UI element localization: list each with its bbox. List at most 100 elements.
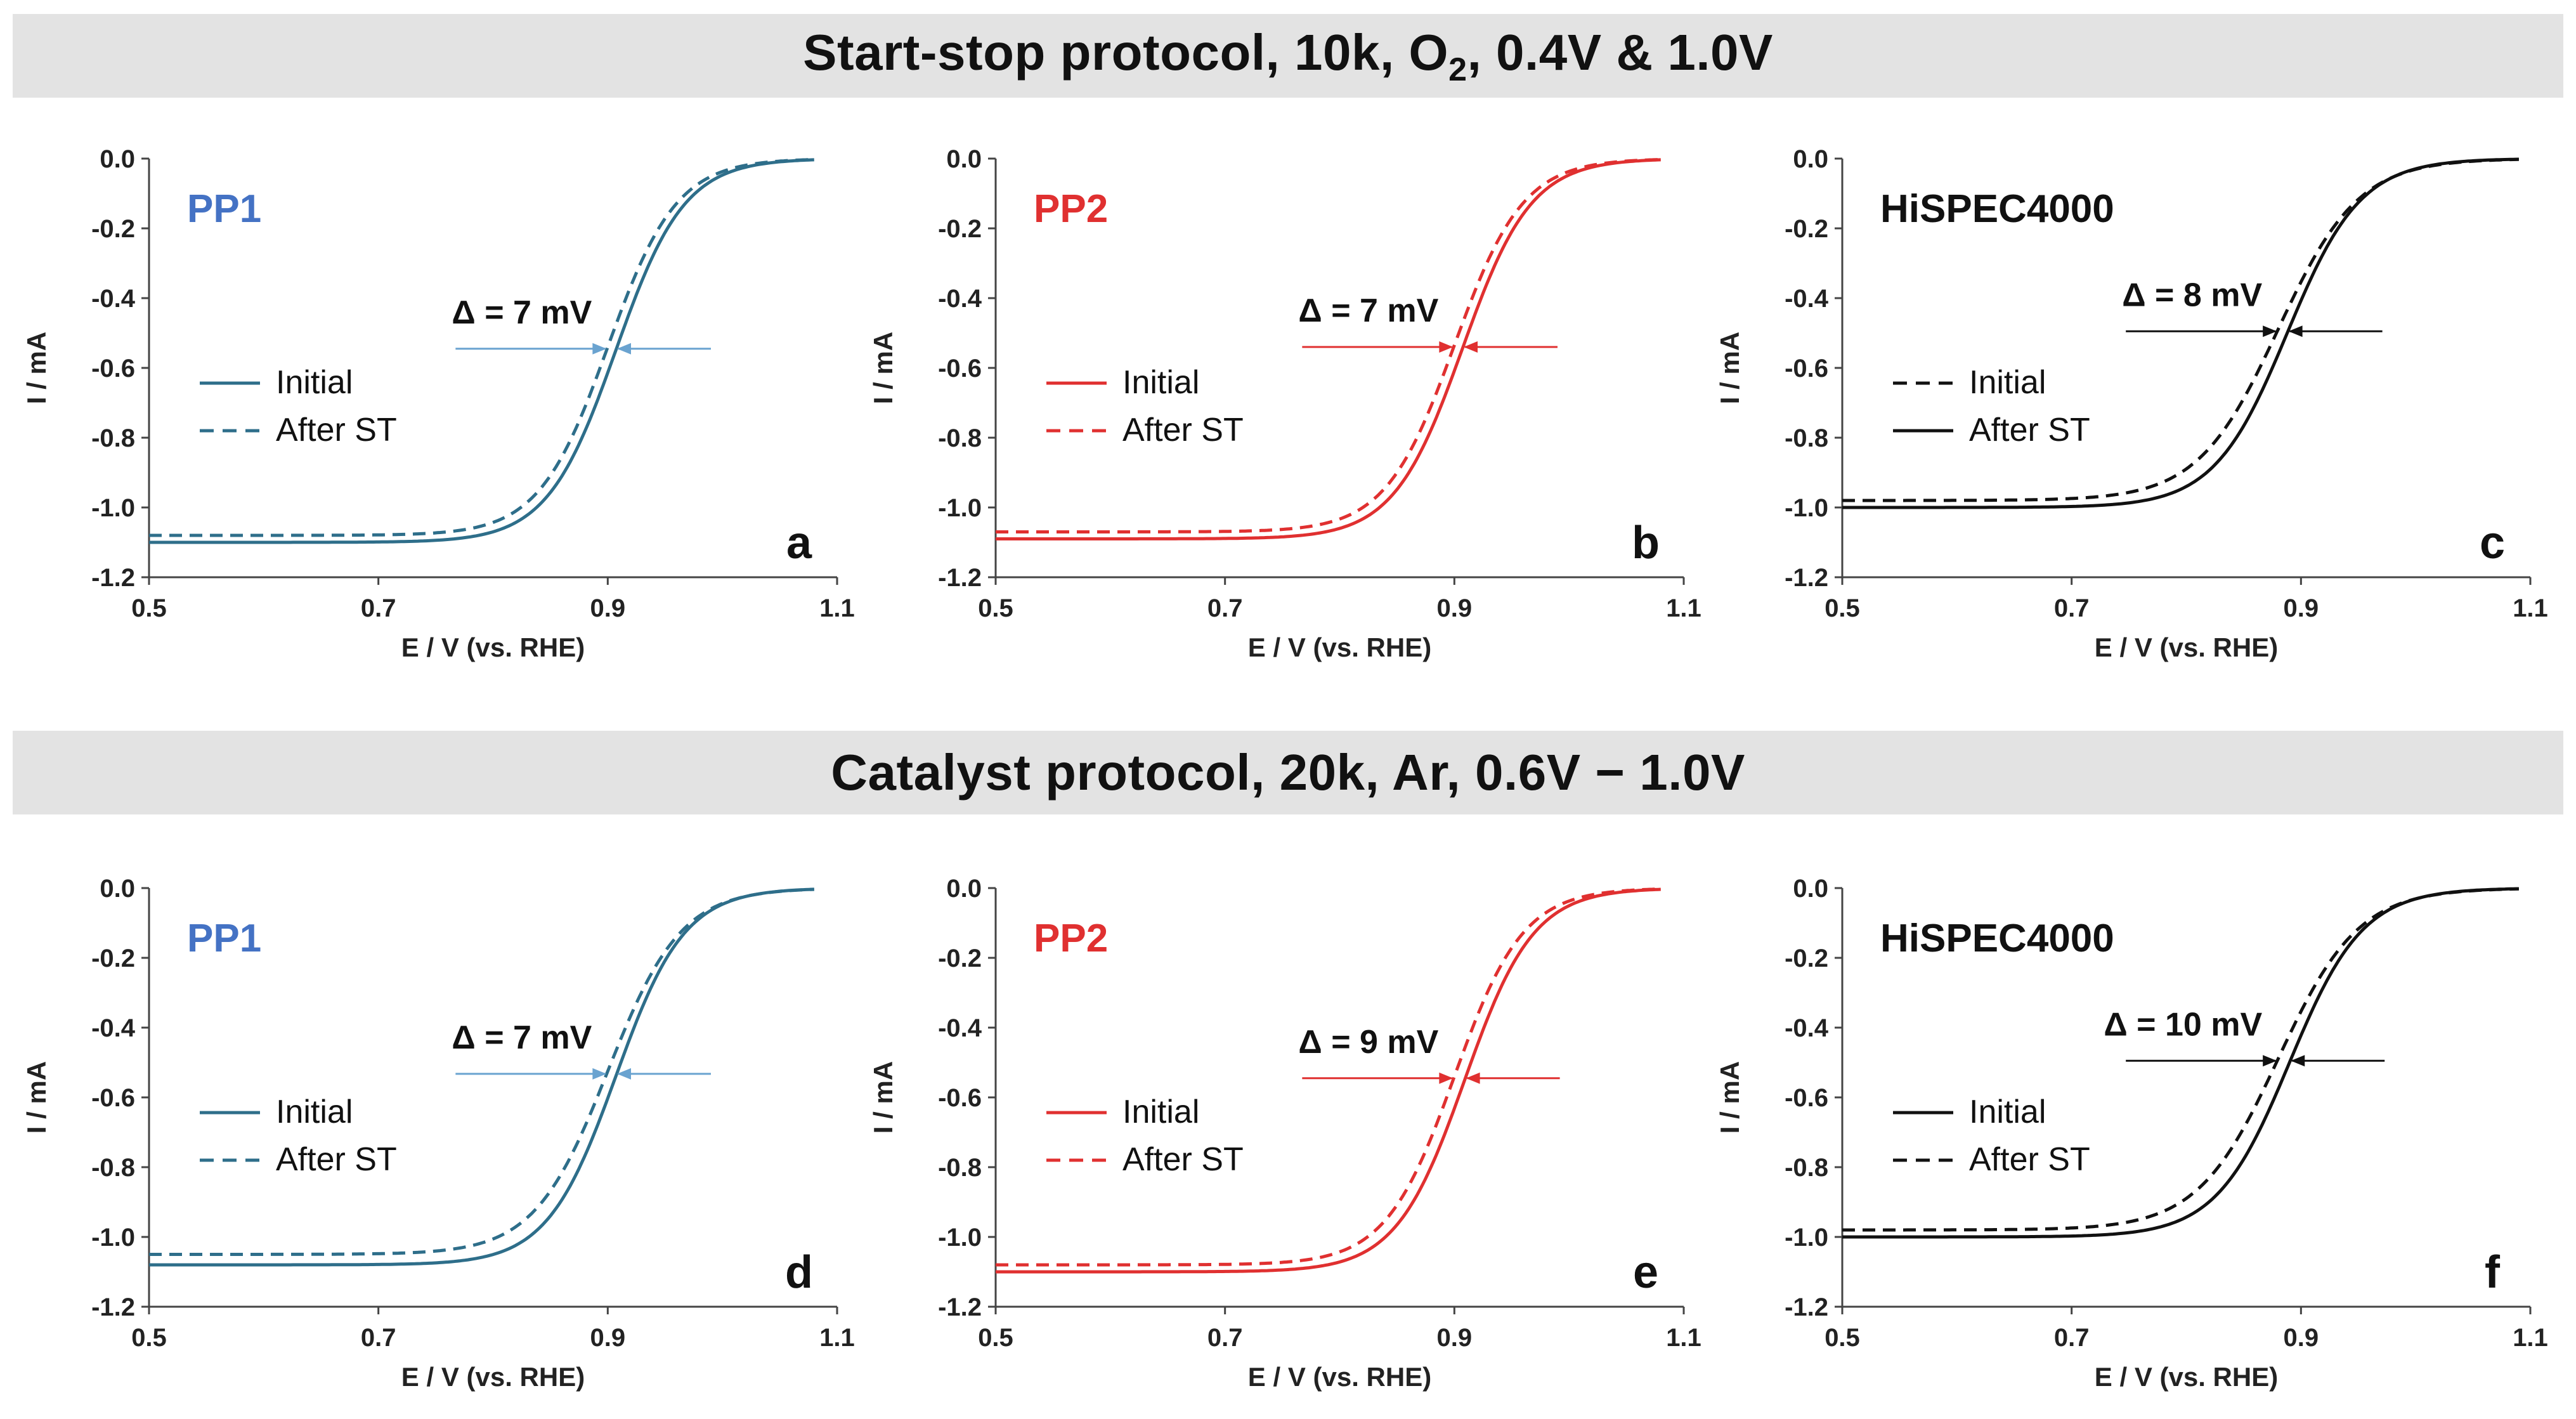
catalyst-label: PP2 (1034, 187, 1108, 231)
y-tick-label: -1.2 (91, 564, 135, 592)
x-tick-label: 1.1 (819, 1324, 855, 1352)
y-axis-title: I / mA (868, 1061, 898, 1134)
y-tick-label: -1.0 (1785, 494, 1828, 522)
delta-arrowhead-right (1463, 341, 1478, 353)
panel-letter: f (2485, 1247, 2501, 1298)
delta-label: Δ = 8 mV (2122, 277, 2262, 313)
x-tick-label: 0.5 (131, 1324, 167, 1352)
legend-label: Initial (1122, 364, 1199, 401)
y-tick-label: -0.4 (1785, 285, 1829, 313)
legend-label: After ST (1122, 1141, 1244, 1178)
y-tick-label: -0.6 (938, 1084, 982, 1112)
y-tick-label: -1.2 (938, 1293, 982, 1321)
x-tick-label: 0.9 (1437, 594, 1473, 622)
delta-arrowhead-left (592, 343, 607, 355)
y-tick-label: -0.4 (938, 1014, 982, 1042)
x-tick-label: 0.5 (1825, 594, 1860, 622)
y-tick-label: -0.6 (1785, 355, 1828, 383)
legend-label: After ST (1122, 412, 1244, 448)
x-tick-label: 0.9 (2284, 594, 2319, 622)
delta-label: Δ = 7 mV (1298, 292, 1438, 329)
x-tick-label: 1.1 (2513, 1324, 2548, 1352)
y-tick-label: -0.6 (91, 355, 135, 383)
y-tick-label: -0.4 (91, 285, 136, 313)
delta-label: Δ = 7 mV (452, 294, 592, 331)
delta-label: Δ = 7 mV (452, 1019, 592, 1056)
y-tick-label: 0.0 (946, 145, 982, 173)
catalyst-label: PP1 (187, 187, 261, 231)
y-tick-label: -0.2 (91, 945, 135, 972)
delta-arrowhead-left (592, 1068, 607, 1080)
y-axis-title: I / mA (22, 1061, 51, 1134)
x-tick-label: 0.7 (361, 1324, 396, 1352)
delta-arrowhead-right (2291, 1055, 2305, 1067)
panel-b: 0.0 -0.2 -0.4 -0.6 -0.8 -1.0 -1.2 0.5 0.7 0.9 1.1 E… (859, 127, 1703, 672)
catalyst-label: HiSPEC4000 (1880, 187, 2114, 231)
series-line-after-st (996, 887, 1661, 1267)
panel-c: 0.0 -0.2 -0.4 -0.6 -0.8 -1.0 -1.2 0.5 0.7 0.9 1.1 E… (1706, 127, 2549, 672)
panel-e: 0.0 -0.2 -0.4 -0.6 -0.8 -1.0 -1.2 0.5 0.7 0.9 1.1 E… (859, 856, 1703, 1402)
series-line-after-st (149, 158, 814, 537)
delta-arrowhead-left (2263, 325, 2277, 337)
series-line-after-st (1842, 157, 2519, 509)
legend-label: Initial (1969, 1094, 2046, 1130)
delta-arrowhead-right (2288, 325, 2303, 337)
y-tick-label: -1.2 (1785, 564, 1828, 592)
y-tick-label: -0.2 (938, 215, 982, 243)
y-axis-title: I / mA (1715, 332, 1745, 404)
panel-letter: c (2480, 518, 2505, 568)
panel-a: 0.0 -0.2 -0.4 -0.6 -0.8 -1.0 -1.2 0.5 0.7 0.9 1.1 E… (13, 127, 856, 672)
y-tick-label: 0.0 (1793, 145, 1828, 173)
chart-d: 0.0 -0.2 -0.4 -0.6 -0.8 -1.0 -1.2 0.5 0.7 0.9 1.1 E… (22, 875, 855, 1392)
y-tick-label: -0.2 (938, 945, 982, 972)
y-tick-label: -1.0 (1785, 1224, 1828, 1252)
x-tick-label: 0.9 (590, 594, 626, 622)
y-tick-label: 0.0 (1793, 875, 1828, 903)
chart-f: 0.0 -0.2 -0.4 -0.6 -0.8 -1.0 -1.2 0.5 0.7 0.9 1.1 E… (1715, 875, 2548, 1392)
legend-label: After ST (1969, 412, 2090, 448)
x-tick-label: 0.7 (2054, 1324, 2090, 1352)
delta-label: Δ = 9 mV (1298, 1024, 1438, 1061)
y-tick-label: -0.4 (91, 1014, 136, 1042)
delta-arrowhead-right (1466, 1072, 1480, 1084)
y-tick-label: -0.6 (1785, 1084, 1828, 1112)
panel-letter: b (1632, 518, 1660, 568)
x-axis-title: E / V (vs. RHE) (401, 1362, 585, 1392)
series-line-after-st (996, 158, 1661, 533)
y-tick-label: -0.8 (1785, 424, 1828, 452)
bottom-protocol-title: Catalyst protocol, 20k, Ar, 0.6V − 1.0V (831, 744, 1745, 801)
y-tick-label: -1.2 (1785, 1293, 1828, 1321)
catalyst-label: PP1 (187, 917, 261, 960)
x-tick-label: 0.7 (2054, 594, 2090, 622)
x-tick-label: 1.1 (1666, 1324, 1701, 1352)
y-axis-title: I / mA (22, 332, 51, 404)
x-tick-label: 0.5 (978, 1324, 1013, 1352)
y-tick-label: -0.2 (1785, 945, 1828, 972)
y-tick-label: -0.8 (1785, 1154, 1828, 1182)
x-axis-title: E / V (vs. RHE) (2095, 1362, 2278, 1392)
series-line-initial (149, 887, 814, 1267)
legend-label: Initial (276, 364, 353, 401)
x-tick-label: 0.5 (1825, 1324, 1860, 1352)
x-tick-label: 0.7 (1207, 1324, 1243, 1352)
legend-label: Initial (1122, 1094, 1199, 1130)
chart-a: 0.0 -0.2 -0.4 -0.6 -0.8 -1.0 -1.20.5 0.7 0.9 1.1 E… (22, 145, 855, 662)
y-tick-label: -1.0 (938, 1224, 982, 1252)
legend-label: Initial (276, 1094, 353, 1130)
y-tick-label: -1.0 (938, 494, 982, 522)
panel-d: 0.0 -0.2 -0.4 -0.6 -0.8 -1.0 -1.2 0.5 0.7 0.9 1.1 E… (13, 856, 856, 1402)
y-tick-label: -1.2 (938, 564, 982, 592)
y-tick-label: -0.8 (91, 424, 135, 452)
legend-label: After ST (276, 412, 397, 448)
x-axis-title: E / V (vs. RHE) (401, 632, 585, 662)
x-tick-label: 0.9 (1437, 1324, 1473, 1352)
series-line-initial (1842, 157, 2519, 502)
y-tick-label: -0.8 (938, 424, 982, 452)
y-tick-label: -0.4 (938, 285, 982, 313)
legend-label: After ST (1969, 1141, 2090, 1178)
x-tick-label: 1.1 (819, 594, 855, 622)
legend-label: Initial (1969, 364, 2046, 401)
delta-arrowhead-right (616, 343, 631, 355)
x-tick-label: 0.5 (131, 594, 167, 622)
y-tick-label: 0.0 (100, 875, 135, 903)
